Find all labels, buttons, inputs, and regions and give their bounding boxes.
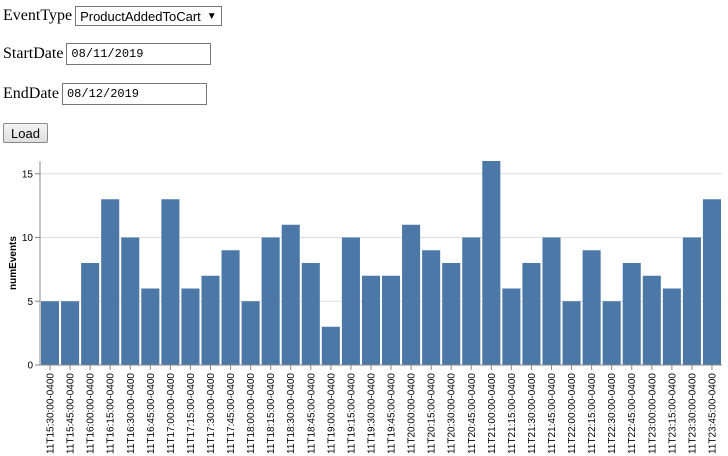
bars <box>41 161 721 365</box>
bar <box>662 288 681 365</box>
bar <box>502 288 521 365</box>
bar <box>161 199 180 365</box>
x-tick-label: 11T23:45:00-0400 <box>707 373 718 454</box>
end-date-input[interactable]: 08/12/2019 <box>61 83 207 105</box>
bar <box>301 263 320 365</box>
x-tick-label: 11T21:00:00-0400 <box>487 373 498 454</box>
bar <box>542 237 561 365</box>
bar <box>261 237 280 365</box>
x-tick-label: 11T18:15:00-0400 <box>266 373 277 454</box>
x-tick-label: 11T21:15:00-0400 <box>507 373 518 454</box>
x-tick-label: 11T20:45:00-0400 <box>467 373 478 454</box>
bar <box>482 161 501 365</box>
bar <box>582 250 601 365</box>
x-tick-label: 11T15:30:00-0400 <box>46 373 57 454</box>
bar <box>61 301 80 365</box>
load-row: Load <box>3 123 48 143</box>
y-axis-title: numEvents <box>8 236 19 290</box>
x-tick-label: 11T19:30:00-0400 <box>366 373 377 454</box>
load-button[interactable]: Load <box>3 123 48 143</box>
caret-down-icon: ▼ <box>206 10 217 22</box>
x-tick-label: 11T16:45:00-0400 <box>146 373 157 454</box>
x-tick-label: 11T18:30:00-0400 <box>286 373 297 454</box>
axes: 0 5 10 15 11T15:30:00-0400 11T15:45:00-0400 11… <box>22 161 722 454</box>
x-tick-label: 11T20:00:00-0400 <box>407 373 418 454</box>
bar <box>382 275 401 365</box>
grid-lines <box>40 173 722 302</box>
start-date-input[interactable]: 08/11/2019 <box>66 43 212 65</box>
bar <box>622 263 641 365</box>
bar <box>241 301 260 365</box>
bar <box>442 263 461 365</box>
x-tick-label: 11T22:00:00-0400 <box>567 373 578 454</box>
y-tick-label: 15 <box>22 169 34 180</box>
bar <box>422 250 441 365</box>
x-tick-label: 11T16:00:00-0400 <box>86 373 97 454</box>
x-tick-label: 11T23:00:00-0400 <box>647 373 658 454</box>
end-date-label: EndDate <box>3 85 59 102</box>
y-tick-label: 5 <box>27 297 33 308</box>
bar <box>562 301 581 365</box>
y-tick-label: 0 <box>27 361 33 372</box>
x-tick-label: 11T16:15:00-0400 <box>106 373 117 454</box>
x-tick-label: 11T15:45:00-0400 <box>66 373 77 454</box>
start-date-value: 08/11/2019 <box>71 47 144 61</box>
x-tick-label: 11T22:45:00-0400 <box>627 373 638 454</box>
event-type-select[interactable]: ProductAddedToCart ▼ <box>75 6 222 26</box>
x-tick-label: 11T17:00:00-0400 <box>166 373 177 454</box>
x-tick-label: 11T16:30:00-0400 <box>126 373 137 454</box>
x-tick-label: 11T18:45:00-0400 <box>306 373 317 454</box>
bar <box>101 199 120 365</box>
event-type-label: EventType <box>3 7 73 24</box>
bar <box>201 275 220 365</box>
start-date-row: StartDate 08/11/2019 <box>3 43 212 65</box>
bar <box>121 237 140 365</box>
bar <box>462 237 481 365</box>
x-tick-label: 11T21:30:00-0400 <box>527 373 538 454</box>
bar <box>642 275 661 365</box>
events-bar-chart: 0 5 10 15 11T15:30:00-0400 11T15:45:00-0400 11… <box>8 161 722 454</box>
x-tick-label: 11T18:00:00-0400 <box>246 373 257 454</box>
bar <box>702 199 721 365</box>
end-date-value: 08/12/2019 <box>66 87 139 101</box>
y-tick-label: 10 <box>22 233 34 244</box>
end-date-row: EndDate 08/12/2019 <box>3 83 207 105</box>
bar <box>181 288 200 365</box>
bar <box>281 224 300 365</box>
x-tick-label: 11T20:15:00-0400 <box>427 373 438 454</box>
bar <box>341 237 360 365</box>
x-tick-label: 11T23:15:00-0400 <box>667 373 678 454</box>
bar <box>321 326 340 365</box>
bar <box>81 263 100 365</box>
x-tick-label: 11T22:15:00-0400 <box>587 373 598 454</box>
bar <box>41 301 60 365</box>
bar <box>402 224 421 365</box>
x-tick-label: 11T19:45:00-0400 <box>387 373 398 454</box>
x-tick-label: 11T22:30:00-0400 <box>607 373 618 454</box>
x-tick-label: 11T20:30:00-0400 <box>447 373 458 454</box>
bar <box>221 250 240 365</box>
x-tick-label: 11T19:15:00-0400 <box>346 373 357 454</box>
x-tick-label: 11T23:30:00-0400 <box>687 373 698 454</box>
bar <box>361 275 380 365</box>
event-type-value: ProductAddedToCart <box>80 8 201 24</box>
x-tick-label: 11T19:00:00-0400 <box>326 373 337 454</box>
bar <box>602 301 621 365</box>
bar <box>682 237 701 365</box>
x-tick-label: 11T17:15:00-0400 <box>186 373 197 454</box>
event-type-row: EventType ProductAddedToCart ▼ <box>3 6 222 26</box>
x-tick-label: 11T17:45:00-0400 <box>226 373 237 454</box>
x-tick-label: 11T17:30:00-0400 <box>206 373 217 454</box>
start-date-label: StartDate <box>3 45 64 62</box>
bar <box>141 288 160 365</box>
x-tick-label: 11T21:45:00-0400 <box>547 373 558 454</box>
bar <box>522 263 541 365</box>
